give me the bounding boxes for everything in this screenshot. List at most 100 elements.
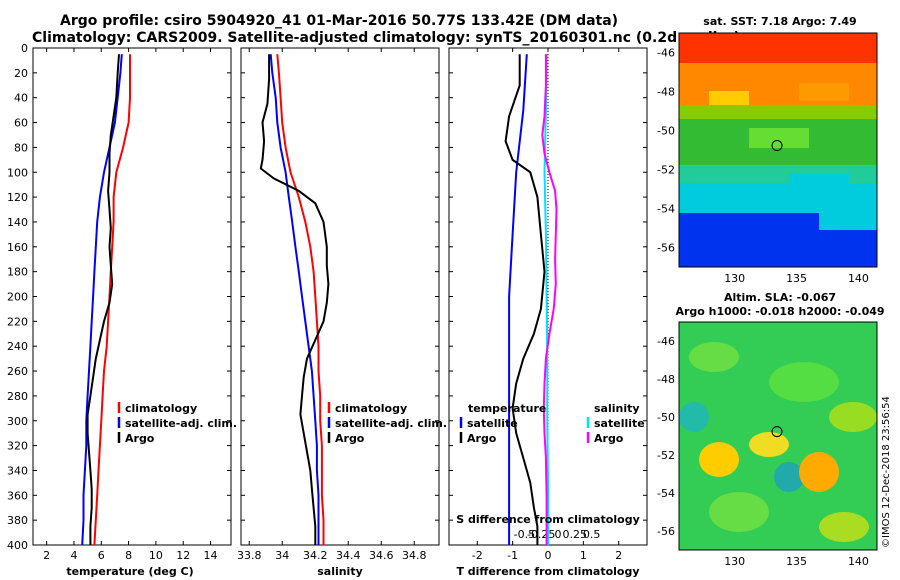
y-tick-label: 60 [14, 117, 28, 130]
map-y-tick-label: -54 [657, 487, 675, 500]
series-line-salinity-satellite [543, 54, 549, 545]
series-line-temperature-satellite [508, 54, 528, 545]
y-tick-label: 280 [7, 390, 28, 403]
salinity-legend: climatology satellite-adj. clim. Argo [327, 402, 447, 445]
legend-satellite-label: satellite-adj. clim. [125, 417, 237, 430]
sst-patch [699, 223, 754, 248]
y-tick-label: 300 [7, 415, 28, 428]
map-y-tick-label: -48 [657, 86, 675, 99]
sla-patch [689, 342, 739, 372]
legend-t-satellite-label: satellite [467, 417, 518, 430]
y-tick-label: 20 [14, 67, 28, 80]
sla-patch [699, 442, 739, 477]
s-tick-label: 0.25 [563, 528, 588, 541]
series-line-satellite-adj-clim- [269, 54, 320, 545]
legend-argo-label: Argo [125, 432, 155, 445]
y-tick-label: 320 [7, 440, 28, 453]
y-tick-label: 120 [7, 191, 28, 204]
map-y-tick-label: -56 [657, 525, 675, 538]
temperature-plot-frame [32, 47, 232, 546]
y-tick-label: 400 [7, 539, 28, 552]
x-tick-label: 6 [98, 549, 105, 562]
map-x-tick-label: 135 [786, 272, 807, 285]
imos-credit: ©IMOS 12-Dec-2018 23:56:54 [881, 396, 892, 548]
y-tick-label: 80 [14, 141, 28, 154]
s-tick-label: 0.5 [583, 528, 601, 541]
map-y-tick-label: -52 [657, 449, 675, 462]
series-line-argo [259, 54, 330, 545]
sst-patch [819, 208, 877, 230]
difference-xlabel-top: S difference from climatology [456, 513, 640, 526]
sst-patch [679, 183, 719, 213]
legend-s-satellite-label: satellite [594, 417, 645, 430]
sla-patch [749, 432, 789, 457]
profile-lines [81, 48, 558, 545]
x-tick-label: 14 [204, 549, 218, 562]
x-tick-label: 0 [545, 549, 552, 562]
axis-ticks: 0204060801001201401601802002202402602803… [7, 42, 869, 568]
y-tick-label: 40 [14, 92, 28, 105]
x-tick-label: 34.8 [402, 549, 427, 562]
y-tick-label: 180 [7, 266, 28, 279]
header-title-line2: Climatology: CARS2009. Satellite-adjuste… [32, 30, 740, 46]
sla-map-subtitle: Argo h1000: -0.018 h2000: -0.049 [675, 305, 884, 318]
x-tick-label: 4 [70, 549, 77, 562]
temperature-xlabel: temperature (deg C) [66, 565, 193, 578]
argo-position-marker [771, 426, 783, 438]
x-tick-label: -1 [507, 549, 518, 562]
x-tick-label: 34.6 [369, 549, 394, 562]
argo-position-marker [771, 140, 783, 152]
y-tick-label: 200 [7, 291, 28, 304]
sla-patch [679, 402, 709, 432]
map-y-tick-label: -56 [657, 242, 675, 255]
s-tick-label: -0.5 [514, 528, 535, 541]
series-line-salinity-argo [541, 54, 558, 545]
y-tick-label: 0 [21, 42, 28, 55]
sst-patch [709, 91, 749, 105]
x-tick-label: 8 [125, 549, 132, 562]
x-tick-label: 34.2 [303, 549, 328, 562]
y-tick-label: 380 [7, 514, 28, 527]
sla-map-title: Altim. SLA: -0.067 [724, 291, 836, 304]
map-x-tick-label: 140 [848, 555, 869, 568]
map-y-tick-label: -52 [657, 164, 675, 177]
map-y-tick-label: -54 [657, 203, 675, 216]
map-x-tick-label: 135 [786, 555, 807, 568]
legend-s-argo-label: Argo [594, 432, 624, 445]
salinity-xlabel: salinity [317, 565, 363, 578]
s-tick-label: -0.25 [527, 528, 555, 541]
series-line-temperature-argo [504, 54, 546, 545]
map-y-tick-label: -46 [657, 335, 675, 348]
salinity-plot-frame [240, 47, 440, 546]
sst-band [679, 33, 877, 63]
map-x-tick-label: 130 [724, 272, 745, 285]
sst-map-title: sat. SST: 7.18 Argo: 7.49 [703, 15, 856, 28]
map-y-tick-label: -50 [657, 125, 675, 138]
x-tick-label: 1 [580, 549, 587, 562]
map-x-tick-label: 130 [724, 555, 745, 568]
x-tick-label: 33.8 [237, 549, 262, 562]
legend-salinity-title: salinity [594, 402, 640, 415]
sst-patch [789, 173, 849, 187]
x-tick-label: 2 [43, 549, 50, 562]
y-tick-label: 220 [7, 315, 28, 328]
y-tick-label: 160 [7, 241, 28, 254]
map-y-tick-label: -46 [657, 47, 675, 60]
sst-map [679, 33, 877, 267]
series-line-argo [86, 54, 120, 545]
map-y-tick-label: -50 [657, 411, 675, 424]
sla-map [679, 322, 877, 550]
sla-patch [829, 402, 877, 432]
sla-patch [819, 512, 869, 542]
sst-map-frame [678, 32, 878, 268]
sla-patch [799, 452, 839, 492]
map-y-tick-label: -48 [657, 373, 675, 386]
s-tick-label: 0 [555, 528, 562, 541]
map-x-tick-label: 140 [848, 272, 869, 285]
legend-argo-label: Argo [335, 432, 365, 445]
y-tick-label: 100 [7, 166, 28, 179]
y-tick-label: 260 [7, 365, 28, 378]
x-tick-label: 12 [176, 549, 190, 562]
series-line-satellite-adj-clim- [81, 54, 123, 545]
